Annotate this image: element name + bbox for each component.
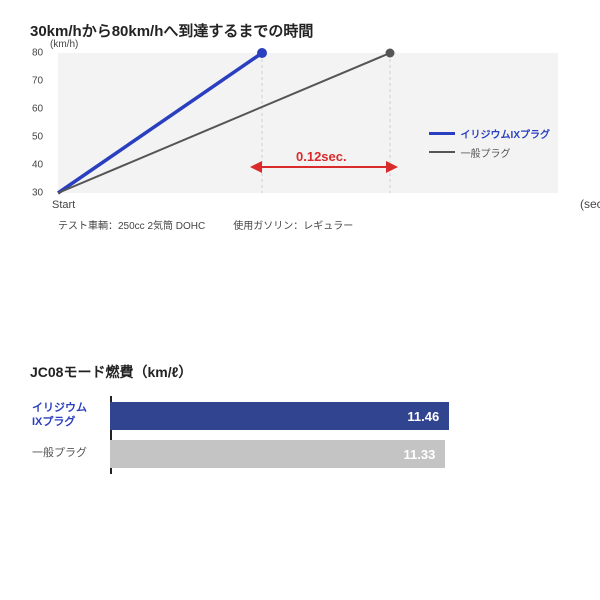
chart1-ytick: 80 [32,48,43,59]
chart1-ytick: 50 [32,132,43,143]
bar-rect: 11.46 [110,402,449,430]
chart1-y-unit: (km/h) [50,39,78,50]
chart1-ytick: 40 [32,160,43,171]
legend-label-iridium: イリジウムIXプラグ [461,126,550,141]
chart1-title: 30km/hから80km/hへ到達するまでの時間 [30,20,570,41]
bar-rect: 11.33 [110,440,445,468]
bar-label: イリジウムIXプラグ [32,402,110,430]
legend-label-standard: 一般プラグ [461,145,511,160]
chart1-plot-area: (km/h) 0.12sec. イリジウムIXプラグ 一般プラグ 3040506… [58,53,570,193]
chart1-legend: イリジウムIXプラグ 一般プラグ [429,126,550,164]
chart1-captions: テスト車輌：250cc 2気筒 DOHC 使用ガソリン：レギュラー [58,217,570,232]
bar-row: 一般プラグ11.33 [112,440,480,468]
fuel-economy-chart: JC08モード燃費（km/ℓ） イリジウムIXプラグ11.46 一般プラグ11.3… [30,362,570,474]
legend-line-standard [429,151,455,153]
bar-label: 一般プラグ [32,447,110,461]
legend-line-iridium [429,132,455,135]
chart1-ytick: 30 [32,188,43,199]
time-diff-annotation: 0.12sec. [296,149,347,164]
caption-fuel: 使用ガソリン：レギュラー [233,217,353,232]
chart2-bars-area: イリジウムIXプラグ11.46 一般プラグ11.33 [110,396,480,474]
caption-vehicle: テスト車輌：250cc 2気筒 DOHC [58,217,205,232]
chart1-svg [58,53,558,193]
chart1-plot-bg: 0.12sec. イリジウムIXプラグ 一般プラグ 304050607080 [58,53,558,193]
legend-iridium: イリジウムIXプラグ [429,126,550,141]
legend-standard: 一般プラグ [429,145,550,160]
chart1-x-start: Start [52,199,75,211]
chart2-title: JC08モード燃費（km/ℓ） [30,362,570,382]
chart1-ytick: 60 [32,104,43,115]
chart1-ytick: 70 [32,76,43,87]
acceleration-chart: 30km/hから80km/hへ到達するまでの時間 (km/h) 0.12sec.… [30,20,570,232]
chart1-x-unit: (sec.) [580,197,600,211]
bar-row: イリジウムIXプラグ11.46 [112,402,480,430]
